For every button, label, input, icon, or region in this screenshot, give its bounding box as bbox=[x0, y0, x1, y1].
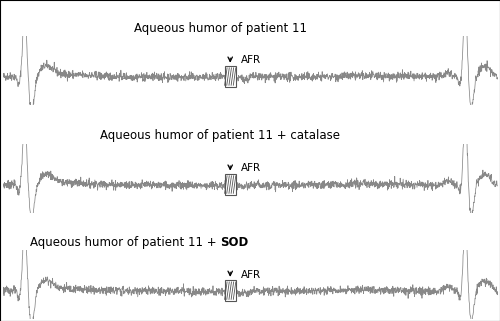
Text: AFR: AFR bbox=[241, 56, 261, 65]
Bar bbox=[225, 66, 235, 87]
Text: SOD: SOD bbox=[220, 236, 248, 249]
Text: Aqueous humor of patient 11: Aqueous humor of patient 11 bbox=[134, 22, 306, 35]
Text: Aqueous humor of patient 11 + catalase: Aqueous humor of patient 11 + catalase bbox=[100, 129, 340, 143]
Text: Aqueous humor of patient 11 +: Aqueous humor of patient 11 + bbox=[30, 236, 220, 249]
Text: AFR: AFR bbox=[241, 163, 261, 173]
Bar bbox=[225, 280, 235, 301]
Bar bbox=[225, 174, 235, 195]
Text: AFR: AFR bbox=[241, 270, 261, 280]
